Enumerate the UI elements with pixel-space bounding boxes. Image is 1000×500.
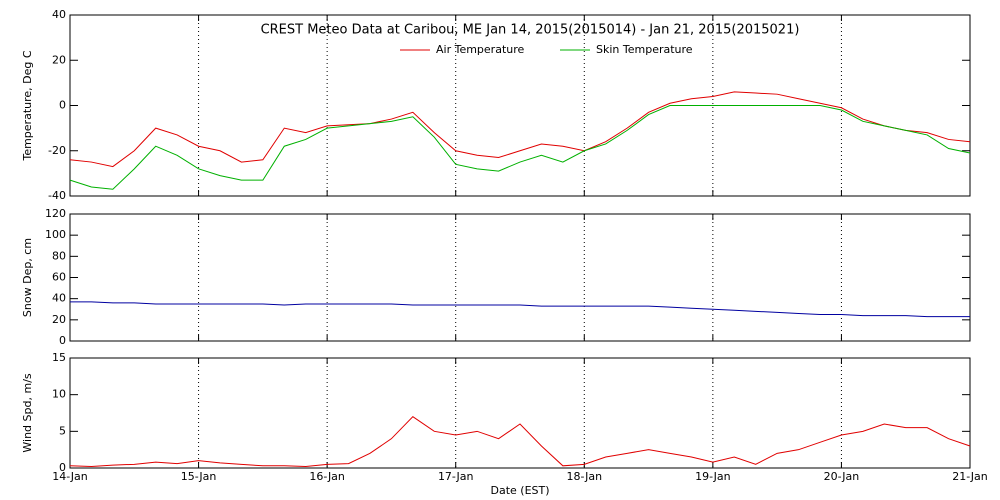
series-line — [69, 91, 971, 168]
x-axis-label: Date (EST) — [490, 484, 549, 497]
x-tick-label: 20-Jan — [824, 470, 860, 483]
plot-frame — [69, 14, 971, 197]
x-tick-label: 19-Jan — [695, 470, 731, 483]
series-line — [69, 416, 971, 468]
y-tick-label: 0 — [59, 461, 66, 474]
series-line — [70, 301, 970, 318]
y-tick-label: 120 — [45, 207, 66, 220]
y-tick-label: 40 — [52, 8, 66, 21]
plot-frame — [69, 357, 971, 469]
y-axis-label: Snow Dep, cm — [21, 238, 34, 317]
y-tick-label: 20 — [52, 313, 66, 326]
x-tick-label: 21-Jan — [952, 470, 988, 483]
x-tick-label: 17-Jan — [438, 470, 474, 483]
y-axis-label: Temperature, Deg C — [21, 50, 34, 161]
y-tick-label: 20 — [52, 53, 66, 66]
y-tick-label: 100 — [45, 228, 66, 241]
y-tick-label: 5 — [59, 424, 66, 437]
y-tick-label: -40 — [48, 189, 66, 202]
x-tick-label: 14-Jan — [52, 470, 88, 483]
series-line — [69, 105, 971, 190]
y-tick-label: 60 — [52, 271, 66, 284]
y-tick-label: 80 — [52, 249, 66, 262]
x-tick-label: 16-Jan — [309, 470, 345, 483]
chart-title: CREST Meteo Data at Caribou, ME Jan 14, … — [261, 23, 800, 38]
y-axis-label: Wind Spd, m/s — [21, 373, 34, 453]
x-tick-label: 18-Jan — [567, 470, 603, 483]
plot-frame — [69, 213, 971, 342]
y-tick-label: 40 — [52, 292, 66, 305]
y-tick-label: 15 — [52, 351, 66, 364]
x-tick-label: 15-Jan — [181, 470, 217, 483]
y-tick-label: 10 — [52, 388, 66, 401]
legend-label: Skin Temperature — [596, 43, 693, 56]
y-tick-label: -20 — [48, 144, 66, 157]
legend-label: Air Temperature — [436, 43, 525, 56]
y-tick-label: 0 — [59, 99, 66, 112]
y-tick-label: 0 — [59, 334, 66, 347]
